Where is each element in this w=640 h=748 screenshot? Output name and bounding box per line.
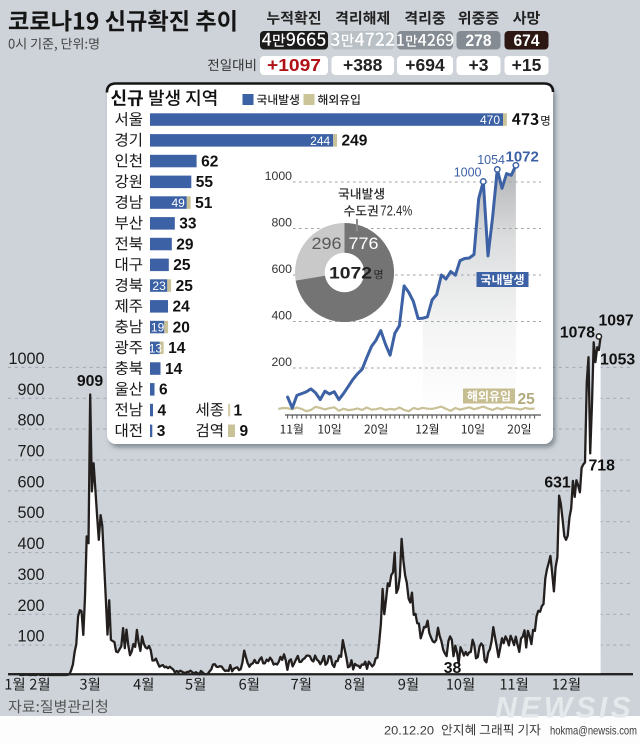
svg-text:24: 24	[173, 299, 191, 316]
svg-text:1000: 1000	[265, 169, 293, 183]
svg-text:23: 23	[152, 279, 166, 293]
svg-text:38: 38	[444, 660, 462, 677]
svg-text:200: 200	[271, 355, 292, 369]
svg-text:800: 800	[17, 412, 44, 430]
svg-text:296: 296	[312, 235, 342, 253]
svg-text:244: 244	[310, 134, 330, 148]
svg-text:1053: 1053	[600, 352, 635, 369]
svg-text:33: 33	[179, 216, 197, 233]
svg-text:14: 14	[168, 340, 186, 357]
svg-text:25: 25	[173, 257, 191, 274]
svg-text:19: 19	[151, 321, 165, 335]
svg-text:278: 278	[466, 32, 492, 50]
svg-text:674: 674	[514, 32, 541, 50]
svg-text:400: 400	[17, 535, 44, 553]
svg-text:600: 600	[271, 262, 292, 276]
svg-text:200: 200	[17, 597, 44, 615]
svg-text:hokma@newsis.com: hokma@newsis.com	[550, 725, 637, 738]
svg-text:470: 470	[480, 113, 500, 127]
svg-text:800: 800	[271, 216, 292, 230]
svg-text:718: 718	[589, 458, 616, 475]
svg-text:+15: +15	[512, 55, 542, 75]
svg-text:400: 400	[271, 309, 292, 323]
svg-text:6: 6	[159, 382, 168, 399]
svg-text:9: 9	[240, 423, 249, 440]
svg-text:62: 62	[201, 153, 218, 170]
svg-text:1: 1	[234, 402, 243, 419]
svg-text:1072: 1072	[329, 265, 372, 283]
svg-text:1072: 1072	[506, 149, 539, 166]
svg-text:900: 900	[17, 381, 44, 399]
svg-text:909: 909	[77, 373, 104, 390]
svg-text:1054: 1054	[477, 153, 505, 167]
svg-text:1078: 1078	[560, 325, 595, 342]
svg-text:25: 25	[518, 391, 536, 408]
svg-text:29: 29	[176, 236, 194, 253]
svg-text:+1097: +1097	[267, 55, 321, 75]
svg-text:1000: 1000	[8, 350, 44, 368]
svg-text:3: 3	[157, 423, 166, 440]
svg-text:631: 631	[544, 475, 571, 492]
svg-text:55: 55	[196, 174, 214, 191]
svg-text:20.12.20: 20.12.20	[384, 724, 434, 738]
svg-text:+694: +694	[405, 55, 445, 75]
svg-text:249: 249	[342, 133, 368, 150]
svg-text:1000: 1000	[454, 166, 482, 180]
svg-text:51: 51	[195, 195, 213, 212]
svg-text:500: 500	[17, 504, 44, 522]
svg-text:700: 700	[17, 443, 44, 461]
svg-text:100: 100	[17, 628, 44, 646]
svg-text:1097: 1097	[599, 313, 634, 330]
svg-text:4: 4	[158, 402, 167, 419]
svg-text:14: 14	[165, 361, 183, 378]
svg-text:300: 300	[17, 566, 44, 584]
svg-text:25: 25	[176, 278, 194, 295]
svg-text:+3: +3	[469, 55, 489, 75]
svg-text:+388: +388	[343, 55, 383, 75]
svg-text:20: 20	[173, 319, 190, 336]
svg-text:600: 600	[17, 473, 44, 491]
svg-text:NEWSIS: NEWSIS	[495, 692, 634, 725]
svg-text:72.4%: 72.4%	[380, 204, 412, 220]
svg-text:776: 776	[349, 235, 379, 253]
svg-text:49: 49	[171, 196, 185, 210]
svg-text:13: 13	[149, 341, 163, 355]
